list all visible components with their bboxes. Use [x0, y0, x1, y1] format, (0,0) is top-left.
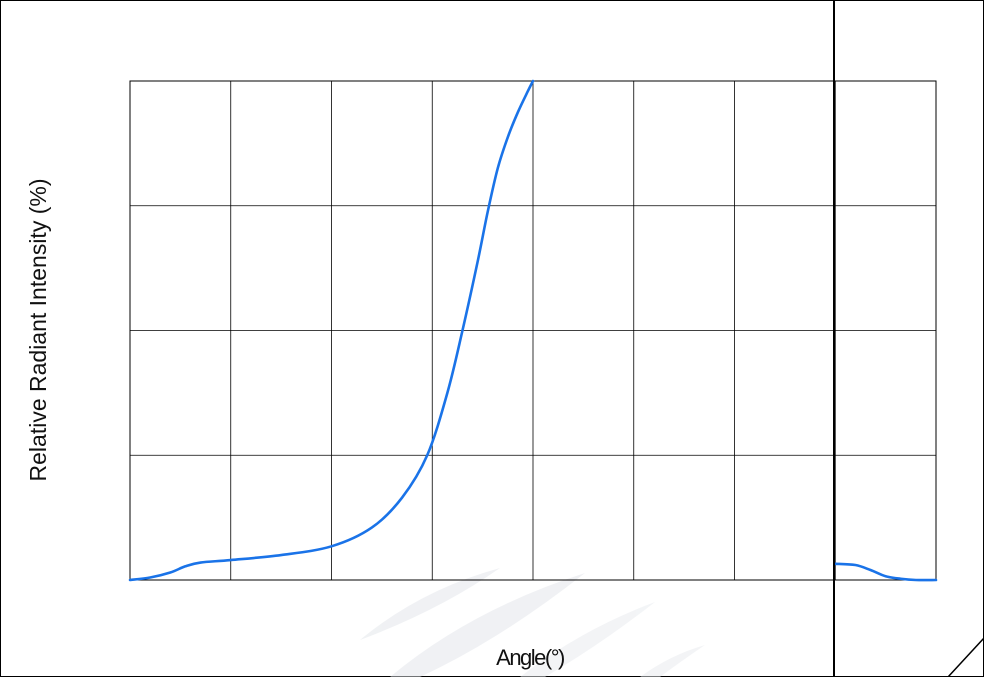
y-axis-label: Relative Radiant Intensity (%): [25, 179, 51, 482]
series-layer: [128, 79, 938, 582]
corner-diagonal: [947, 637, 984, 677]
series-line-2: [833, 562, 938, 582]
series-line-1: [128, 79, 535, 582]
grid: [129, 80, 937, 581]
watermark: [360, 568, 705, 677]
x-axis-label: Angle(°): [496, 645, 564, 670]
